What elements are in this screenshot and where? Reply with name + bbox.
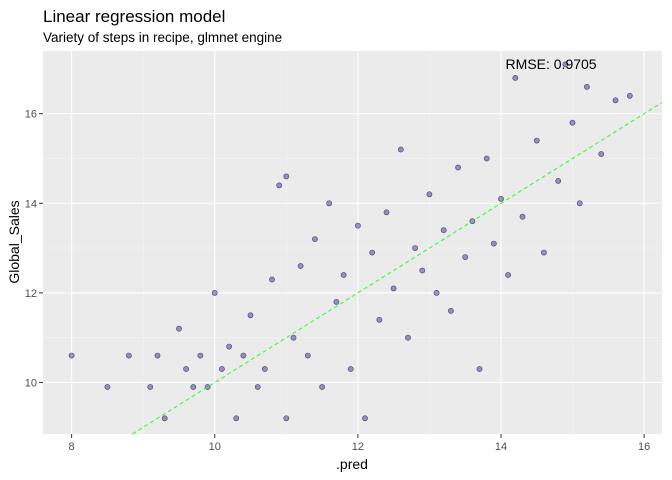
data-point [176,325,182,332]
data-point [183,366,189,372]
chart-subtitle: Variety of steps in recipe, glmnet engin… [43,30,282,45]
data-point [333,298,340,305]
grid-lines [43,51,662,434]
data-point [383,209,390,216]
y-axis-ticks: 10 12 14 16 [25,109,43,389]
data-point [490,240,497,247]
data-point [161,415,168,422]
data-point [304,352,311,359]
data-point [433,289,440,296]
data-point [555,177,562,184]
data-point [104,384,111,390]
data-point [419,267,426,274]
data-point [218,366,225,372]
data-point [626,92,633,99]
data-point [412,245,418,251]
data-point [283,173,290,180]
x-tick-label: 8 [69,441,75,453]
data-points [68,61,633,422]
data-point [147,384,154,390]
chart-title: Linear regression model [43,7,225,26]
data-point [512,75,519,81]
data-point [362,415,368,422]
x-tick-label: 14 [495,441,507,453]
data-point [283,415,290,422]
reference-line-group [132,102,663,435]
data-point [505,272,511,278]
data-point [519,213,526,220]
data-point [276,182,283,189]
data-point [290,334,297,341]
data-point [562,61,569,68]
data-point [369,249,376,256]
x-axis-ticks: 8 10 12 14 16 [69,434,650,453]
data-point [541,249,547,256]
data-point [68,352,75,359]
data-point [261,366,268,372]
data-point [483,155,490,162]
data-point [440,227,447,234]
data-point [598,151,605,157]
data-point [269,276,275,283]
data-point [354,222,361,229]
data-point [211,289,218,296]
data-point [612,97,619,104]
data-point [226,343,232,350]
data-point [376,316,383,323]
data-point [247,312,254,319]
data-point [390,285,397,292]
x-tick-label: 10 [209,441,221,453]
data-point [576,200,583,207]
data-point [240,352,247,359]
data-point [447,307,454,314]
x-tick-label: 12 [352,441,364,453]
data-point [405,334,411,341]
data-point [533,137,540,144]
data-point [233,415,240,422]
data-point [397,146,404,153]
plot-panel [43,51,662,434]
data-point [326,200,333,207]
data-point [190,384,197,390]
data-point [197,352,204,359]
data-point [498,195,504,202]
data-point [426,191,433,198]
data-point [311,236,318,242]
data-point [584,83,590,90]
x-tick-label: 16 [638,441,650,453]
data-point [340,272,347,278]
data-point [125,352,132,359]
y-tick-label: 10 [25,377,37,389]
data-point [254,384,261,390]
y-tick-label: 14 [25,198,37,210]
y-tick-label: 16 [25,109,37,121]
y-tick-label: 12 [25,288,37,300]
data-point [297,263,304,269]
data-point [455,164,461,171]
x-axis-title: .pred [336,456,368,472]
data-point [462,254,469,260]
y-axis-title: Global_Sales [6,200,22,283]
data-point [154,352,161,359]
data-point [476,366,483,372]
data-point [347,366,354,372]
data-point [569,119,576,126]
data-point [319,384,325,390]
rmse-annotation: RMSE: 0.9705 [506,56,597,72]
reference-line [132,102,663,435]
